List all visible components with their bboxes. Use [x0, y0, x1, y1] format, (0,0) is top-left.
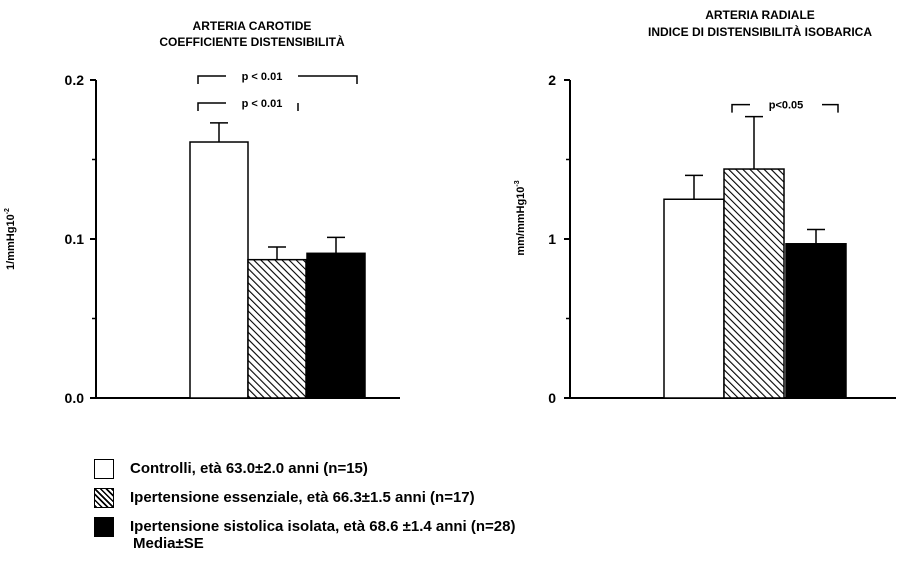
legend-swatch-white: [94, 458, 114, 479]
radial-y-axis-label: mm/mmHg10-3: [514, 180, 527, 255]
radial-y-axis-label-exponent: -3: [514, 180, 521, 186]
carotid-y-axis-label-exponent: -2: [4, 208, 11, 214]
legend-label: Controlli, età 63.0±2.0 anni (n=15): [130, 460, 368, 477]
carotid-bar-black: [306, 252, 366, 399]
radial-bar-black: [785, 243, 847, 399]
note-mean-se: Media±SE: [133, 535, 204, 552]
radial-y-tick-label: 1: [548, 231, 556, 247]
carotid-chart-title: ARTERIA CAROTIDE: [193, 19, 312, 33]
carotid-chart-subtitle: COEFFICIENTE DISTENSIBILITÀ: [159, 34, 345, 49]
carotid-bar-hatch: [247, 258, 307, 399]
legend-item-essential: Ipertensione essenziale, età 66.3±1.5 an…: [94, 485, 515, 510]
carotid-bar-white: [189, 141, 249, 399]
radial-significance-label: p<0.05: [769, 100, 804, 112]
chart-figure: ARTERIA CAROTIDE COEFFICIENTE DISTENSIBI…: [4, 8, 896, 406]
carotid-y-tick-label: 0.2: [65, 72, 85, 88]
legend-item-systolic: Ipertensione sistolica isolata, età 68.6…: [94, 514, 515, 539]
radial-chart-title: ARTERIA RADIALE: [705, 8, 815, 22]
legend-item-controls: Controlli, età 63.0±2.0 anni (n=15): [94, 456, 515, 481]
legend-swatch-hatch: [94, 487, 114, 508]
carotid-significance-label: p < 0.01: [242, 71, 283, 83]
carotid-y-axis-label: 1/mmHg10-2: [4, 208, 17, 270]
carotid-y-tick-label: 0.0: [65, 390, 85, 406]
legend: Controlli, età 63.0±2.0 anni (n=15) Iper…: [94, 456, 515, 543]
radial-chart: 0 1 2 mm/mmHg10-3 p<0.05: [514, 72, 896, 406]
legend-label: Ipertensione essenziale, età 66.3±1.5 an…: [130, 489, 475, 506]
carotid-significance-bracket: [197, 75, 358, 84]
radial-y-tick-label: 0: [548, 390, 556, 406]
radial-chart-subtitle: INDICE DI DISTENSIBILITÀ ISOBARICA: [648, 24, 872, 39]
carotid-chart: 0.0 0.1 0.2 1/mmHg10-2 p < 0.01 p < 0.01: [4, 71, 400, 406]
carotid-y-tick-label: 0.1: [65, 231, 85, 247]
radial-y-tick-label: 2: [548, 72, 556, 88]
carotid-significance-bracket: [197, 102, 299, 112]
radial-significance-bracket: [731, 103, 839, 113]
carotid-significance-label: p < 0.01: [242, 98, 283, 110]
radial-bar-hatch: [723, 168, 785, 399]
legend-label: Ipertensione sistolica isolata, età 68.6…: [130, 518, 516, 535]
legend-swatch-black: [94, 516, 114, 537]
radial-bar-white: [663, 198, 725, 399]
